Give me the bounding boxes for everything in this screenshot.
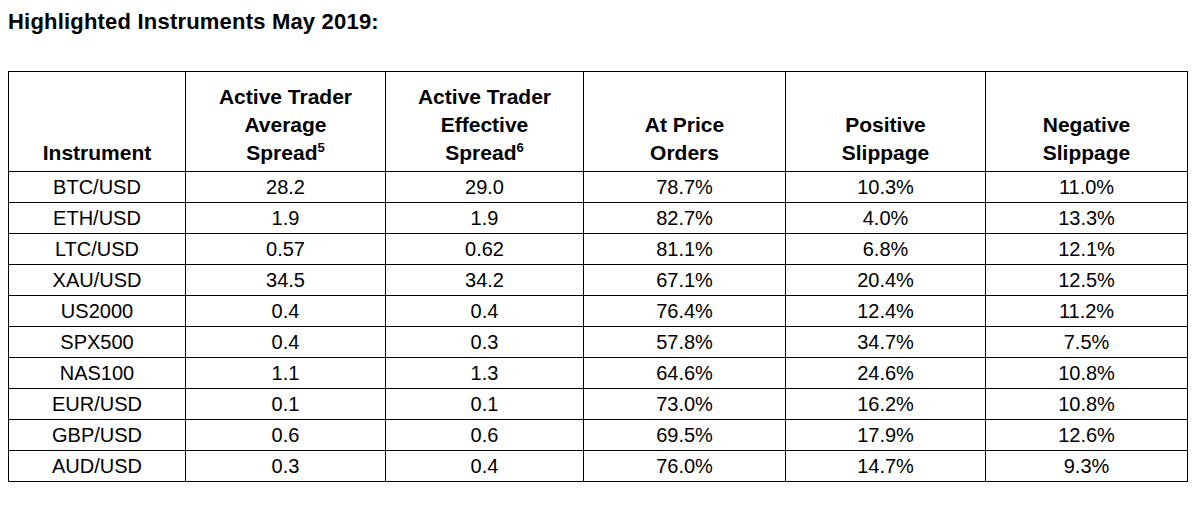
table-row: ETH/USD 1.9 1.9 82.7% 4.0% 13.3%	[9, 203, 1188, 234]
cell-negative-slippage: 11.2%	[986, 296, 1188, 327]
cell-effective-spread: 0.62	[386, 234, 584, 265]
col-header-instrument: Instrument	[9, 72, 186, 172]
cell-instrument: AUD/USD	[9, 451, 186, 482]
header-line: Spread	[246, 141, 317, 164]
cell-average-spread: 34.5	[186, 265, 386, 296]
cell-instrument: LTC/USD	[9, 234, 186, 265]
table-row: LTC/USD 0.57 0.62 81.1% 6.8% 12.1%	[9, 234, 1188, 265]
cell-positive-slippage: 4.0%	[786, 203, 986, 234]
cell-average-spread: 0.4	[186, 296, 386, 327]
cell-at-price-orders: 67.1%	[584, 265, 786, 296]
header-line: Orders	[650, 141, 719, 164]
cell-instrument: SPX500	[9, 327, 186, 358]
cell-instrument: US2000	[9, 296, 186, 327]
cell-instrument: ETH/USD	[9, 203, 186, 234]
cell-positive-slippage: 20.4%	[786, 265, 986, 296]
cell-average-spread: 1.1	[186, 358, 386, 389]
header-line: Instrument	[43, 141, 152, 164]
cell-effective-spread: 0.4	[386, 296, 584, 327]
document-page: Highlighted Instruments May 2019: Instru…	[0, 0, 1196, 506]
cell-at-price-orders: 73.0%	[584, 389, 786, 420]
cell-instrument: XAU/USD	[9, 265, 186, 296]
cell-negative-slippage: 12.5%	[986, 265, 1188, 296]
cell-at-price-orders: 57.8%	[584, 327, 786, 358]
header-line: Active Trader	[219, 85, 352, 108]
cell-instrument: GBP/USD	[9, 420, 186, 451]
cell-average-spread: 0.4	[186, 327, 386, 358]
cell-effective-spread: 1.3	[386, 358, 584, 389]
cell-instrument: NAS100	[9, 358, 186, 389]
cell-at-price-orders: 64.6%	[584, 358, 786, 389]
cell-negative-slippage: 13.3%	[986, 203, 1188, 234]
cell-at-price-orders: 76.4%	[584, 296, 786, 327]
table-row: AUD/USD 0.3 0.4 76.0% 14.7% 9.3%	[9, 451, 1188, 482]
table-row: GBP/USD 0.6 0.6 69.5% 17.9% 12.6%	[9, 420, 1188, 451]
cell-average-spread: 0.1	[186, 389, 386, 420]
cell-at-price-orders: 76.0%	[584, 451, 786, 482]
col-header-active-trader-effective-spread: Active Trader Effective Spread6	[386, 72, 584, 172]
cell-effective-spread: 1.9	[386, 203, 584, 234]
cell-negative-slippage: 10.8%	[986, 358, 1188, 389]
cell-negative-slippage: 11.0%	[986, 172, 1188, 203]
header-line: Active Trader	[418, 85, 551, 108]
cell-positive-slippage: 17.9%	[786, 420, 986, 451]
header-line: Effective	[441, 113, 529, 136]
cell-average-spread: 0.6	[186, 420, 386, 451]
table-row: SPX500 0.4 0.3 57.8% 34.7% 7.5%	[9, 327, 1188, 358]
cell-positive-slippage: 6.8%	[786, 234, 986, 265]
cell-average-spread: 28.2	[186, 172, 386, 203]
cell-effective-spread: 0.4	[386, 451, 584, 482]
header-line: Slippage	[842, 141, 930, 164]
footnote-marker: 5	[317, 140, 324, 155]
col-header-at-price-orders: At Price Orders	[584, 72, 786, 172]
page-title: Highlighted Instruments May 2019:	[8, 9, 379, 35]
col-header-negative-slippage: Negative Slippage	[986, 72, 1188, 172]
cell-at-price-orders: 81.1%	[584, 234, 786, 265]
cell-effective-spread: 29.0	[386, 172, 584, 203]
table-row: US2000 0.4 0.4 76.4% 12.4% 11.2%	[9, 296, 1188, 327]
table-row: BTC/USD 28.2 29.0 78.7% 10.3% 11.0%	[9, 172, 1188, 203]
instruments-table: Instrument Active Trader Average Spread5…	[8, 71, 1188, 482]
cell-positive-slippage: 10.3%	[786, 172, 986, 203]
table-row: NAS100 1.1 1.3 64.6% 24.6% 10.8%	[9, 358, 1188, 389]
col-header-positive-slippage: Positive Slippage	[786, 72, 986, 172]
header-line: Average	[244, 113, 326, 136]
cell-effective-spread: 0.6	[386, 420, 584, 451]
cell-negative-slippage: 12.6%	[986, 420, 1188, 451]
table-row: XAU/USD 34.5 34.2 67.1% 20.4% 12.5%	[9, 265, 1188, 296]
header-line: At Price	[645, 113, 724, 136]
header-line: Slippage	[1043, 141, 1131, 164]
cell-average-spread: 0.57	[186, 234, 386, 265]
table-row: EUR/USD 0.1 0.1 73.0% 16.2% 10.8%	[9, 389, 1188, 420]
cell-at-price-orders: 69.5%	[584, 420, 786, 451]
cell-average-spread: 1.9	[186, 203, 386, 234]
cell-positive-slippage: 34.7%	[786, 327, 986, 358]
cell-instrument: EUR/USD	[9, 389, 186, 420]
cell-negative-slippage: 12.1%	[986, 234, 1188, 265]
cell-effective-spread: 0.1	[386, 389, 584, 420]
footnote-marker: 6	[516, 140, 523, 155]
header-line: Negative	[1043, 113, 1131, 136]
cell-negative-slippage: 9.3%	[986, 451, 1188, 482]
cell-positive-slippage: 14.7%	[786, 451, 986, 482]
col-header-active-trader-average-spread: Active Trader Average Spread5	[186, 72, 386, 172]
cell-effective-spread: 34.2	[386, 265, 584, 296]
header-line: Spread	[445, 141, 516, 164]
header-row: Instrument Active Trader Average Spread5…	[9, 72, 1188, 172]
header-line: Positive	[845, 113, 926, 136]
cell-effective-spread: 0.3	[386, 327, 584, 358]
cell-average-spread: 0.3	[186, 451, 386, 482]
cell-at-price-orders: 78.7%	[584, 172, 786, 203]
cell-negative-slippage: 7.5%	[986, 327, 1188, 358]
cell-instrument: BTC/USD	[9, 172, 186, 203]
cell-positive-slippage: 24.6%	[786, 358, 986, 389]
cell-negative-slippage: 10.8%	[986, 389, 1188, 420]
cell-positive-slippage: 16.2%	[786, 389, 986, 420]
cell-positive-slippage: 12.4%	[786, 296, 986, 327]
cell-at-price-orders: 82.7%	[584, 203, 786, 234]
